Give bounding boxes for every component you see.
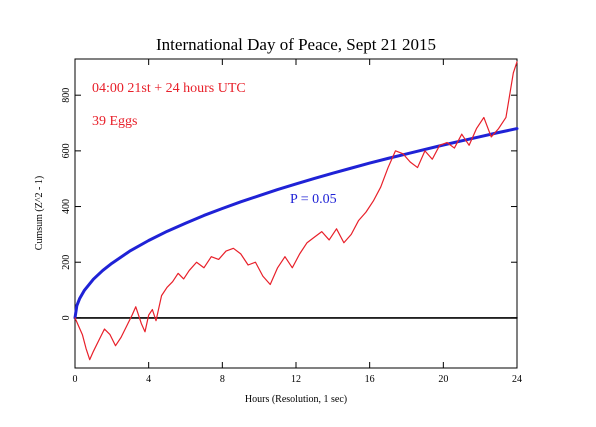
annotation-eggs: 39 Eggs xyxy=(92,114,138,129)
x-axis-label: Hours (Resolution, 1 sec) xyxy=(245,394,347,405)
x-tick-label: 20 xyxy=(438,374,448,385)
y-tick-label: 800 xyxy=(61,88,72,103)
x-tick-label: 0 xyxy=(73,374,78,385)
annotation-probability: P = 0.05 xyxy=(290,192,337,207)
cumsum-series-line xyxy=(74,61,518,361)
y-tick-label: 600 xyxy=(61,143,72,158)
y-axis-label: Cumsum (Z^2 - 1) xyxy=(34,176,45,250)
probability-envelope-line xyxy=(73,127,519,320)
series-layer xyxy=(73,61,519,361)
x-tick-label: 12 xyxy=(291,374,301,385)
x-tick-label: 8 xyxy=(220,374,225,385)
axis-ticks: 0 4 8 12 16 20 24 0 200 400 600 800 xyxy=(61,59,522,385)
y-tick-label: 0 xyxy=(61,315,72,320)
x-tick-label: 24 xyxy=(512,374,522,385)
y-tick-label: 200 xyxy=(61,255,72,270)
chart-title: International Day of Peace, Sept 21 2015 xyxy=(156,35,436,54)
x-tick-label: 16 xyxy=(365,374,375,385)
annotation-period: 04:00 21st + 24 hours UTC xyxy=(92,81,246,96)
y-tick-label: 400 xyxy=(61,199,72,214)
x-tick-label: 4 xyxy=(146,374,151,385)
